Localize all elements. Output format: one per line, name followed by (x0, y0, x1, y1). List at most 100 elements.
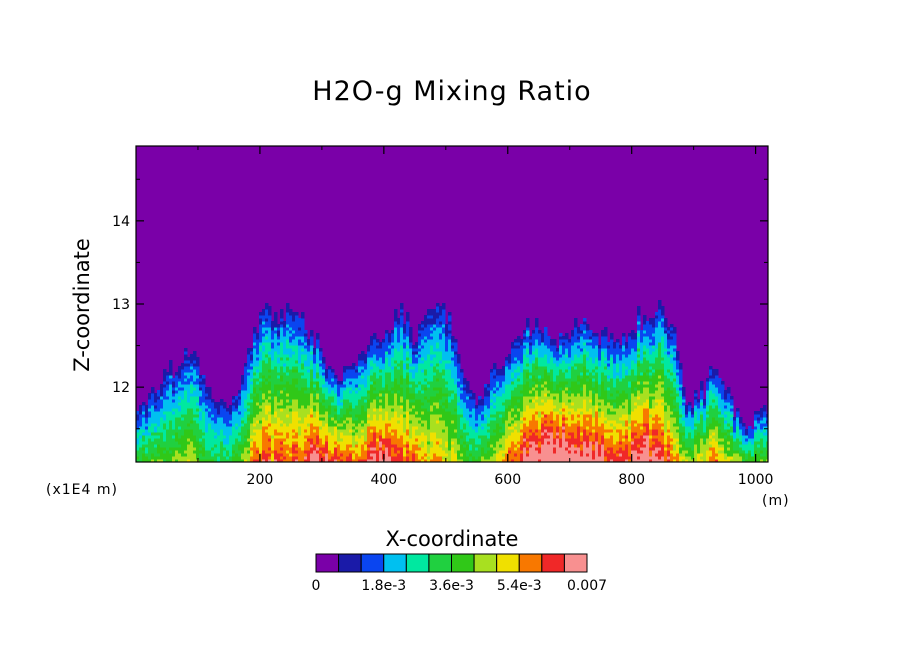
field-cell (238, 450, 242, 454)
field-cell (502, 387, 506, 391)
field-cell (493, 363, 497, 367)
field-cell (388, 369, 392, 373)
field-cell (190, 372, 194, 376)
field-cell (529, 363, 533, 367)
field-cell (394, 441, 398, 445)
field-cell (166, 417, 170, 421)
field-cell (496, 381, 500, 385)
field-cell (151, 420, 155, 424)
field-cell (343, 429, 347, 433)
field-cell (334, 423, 338, 427)
field-cell (499, 423, 503, 427)
field-cell (244, 387, 248, 391)
field-cell (400, 321, 404, 325)
field-cell (385, 396, 389, 400)
field-cell (160, 429, 164, 433)
field-cell (202, 435, 206, 439)
field-cell (433, 366, 437, 370)
field-cell (358, 396, 362, 400)
field-cell (292, 450, 296, 454)
field-cell (388, 363, 392, 367)
field-cell (289, 459, 293, 462)
field-cell (448, 411, 452, 415)
field-cell (262, 345, 266, 349)
field-cell (340, 438, 344, 442)
field-cell (481, 420, 485, 424)
field-cell (460, 438, 464, 442)
field-cell (271, 408, 275, 412)
field-cell (451, 423, 455, 427)
field-cell (292, 399, 296, 403)
field-cell (253, 372, 257, 376)
field-cell (295, 384, 299, 388)
field-cell (505, 366, 509, 370)
field-cell (301, 339, 305, 343)
field-cell (148, 444, 152, 448)
field-cell (280, 435, 284, 439)
field-cell (415, 411, 419, 415)
field-cell (304, 348, 308, 352)
field-cell (229, 447, 233, 451)
field-cell (403, 453, 407, 457)
field-cell (250, 378, 254, 382)
field-cell (448, 324, 452, 328)
field-cell (262, 351, 266, 355)
field-cell (415, 342, 419, 346)
field-cell (451, 351, 455, 355)
field-cell (496, 396, 500, 400)
field-cell (286, 408, 290, 412)
field-cell (142, 405, 146, 409)
field-cell (544, 435, 548, 439)
field-cell (439, 336, 443, 340)
field-cell (160, 441, 164, 445)
field-cell (364, 369, 368, 373)
field-cell (322, 447, 326, 451)
field-cell (397, 414, 401, 418)
field-cell (433, 357, 437, 361)
field-cell (484, 450, 488, 454)
field-cell (514, 342, 518, 346)
field-cell (163, 384, 167, 388)
field-cell (277, 453, 281, 457)
field-cell (322, 396, 326, 400)
field-cell (256, 384, 260, 388)
field-cell (157, 426, 161, 430)
field-cell (325, 426, 329, 430)
field-cell (460, 381, 464, 385)
field-cell (178, 372, 182, 376)
field-cell (439, 456, 443, 460)
field-cell (148, 438, 152, 442)
field-cell (256, 456, 260, 460)
field-cell (304, 453, 308, 457)
field-cell (514, 378, 518, 382)
field-cell (511, 429, 515, 433)
field-cell (469, 438, 473, 442)
field-cell (223, 453, 227, 457)
field-cell (301, 390, 305, 394)
field-cell (178, 366, 182, 370)
field-cell (175, 426, 179, 430)
field-cell (190, 375, 194, 379)
field-cell (259, 348, 263, 352)
field-cell (526, 321, 530, 325)
field-cell (517, 339, 521, 343)
field-cell (145, 438, 149, 442)
field-cell (430, 339, 434, 343)
field-cell (277, 366, 281, 370)
field-cell (427, 441, 431, 445)
field-cell (184, 360, 188, 364)
field-cell (286, 384, 290, 388)
field-cell (262, 336, 266, 340)
field-cell (280, 351, 284, 355)
field-cell (505, 357, 509, 361)
field-cell (472, 420, 476, 424)
field-cell (532, 351, 536, 355)
field-cell (424, 441, 428, 445)
field-cell (439, 375, 443, 379)
field-cell (196, 420, 200, 424)
field-cell (436, 405, 440, 409)
field-cell (445, 381, 449, 385)
field-cell (364, 444, 368, 448)
field-cell (358, 435, 362, 439)
field-cell (265, 453, 269, 457)
